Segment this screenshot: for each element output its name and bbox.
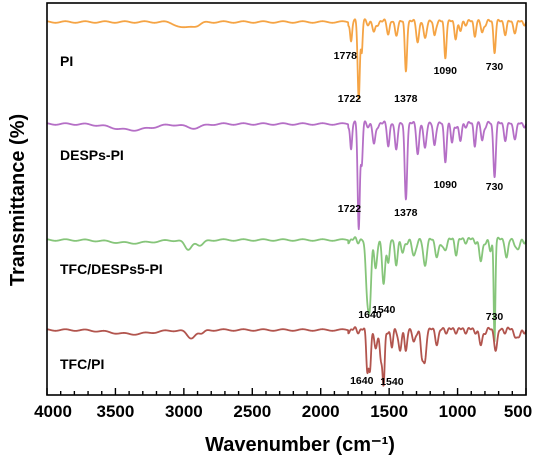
peak-label: 730: [486, 181, 504, 193]
x-tick-label: 2500: [233, 402, 271, 421]
series-label: TFC/DESPs5-PI: [60, 261, 163, 277]
peak-label: 1778: [334, 50, 358, 62]
peak-label: 1378: [394, 207, 418, 219]
x-tick-label: 500: [504, 402, 532, 421]
series-label: PI: [60, 53, 73, 69]
x-tick-label: 1000: [439, 402, 477, 421]
peak-label: 1540: [372, 304, 396, 316]
x-tick-label: 4000: [34, 402, 72, 421]
plot-frame: [46, 2, 527, 396]
peak-label: 1722: [338, 93, 362, 105]
peak-label: 1090: [434, 65, 458, 77]
y-axis-title: Transmittance (%): [7, 114, 29, 286]
series-line: [46, 236, 527, 343]
x-tick-label: 3000: [165, 402, 203, 421]
series-line: [46, 120, 527, 231]
series-label: TFC/PI: [60, 356, 104, 372]
peak-label: 1378: [394, 93, 418, 105]
x-axis-title: Wavenumber (cm⁻¹): [205, 434, 395, 456]
x-axis-ticks: 4000 3500 3000 2500 2000 1500 1000 500: [34, 388, 532, 421]
x-tick-label: 3500: [97, 402, 135, 421]
peak-label: 1540: [380, 376, 404, 388]
peak-label: 730: [486, 311, 504, 323]
peak-label: 1722: [338, 203, 362, 215]
peak-label: 1090: [434, 179, 458, 191]
spectra-curves: [46, 18, 527, 387]
series-line: [46, 326, 527, 387]
series-labels: PI DESPs-PI TFC/DESPs5-PI TFC/PI: [60, 53, 163, 372]
series-line: [46, 18, 527, 100]
peak-label: 730: [486, 61, 504, 73]
peak-label: 1640: [350, 375, 374, 387]
x-tick-label: 2000: [302, 402, 340, 421]
x-tick-label: 1500: [370, 402, 408, 421]
series-label: DESPs-PI: [60, 147, 124, 163]
peak-label: 1640: [358, 309, 382, 321]
